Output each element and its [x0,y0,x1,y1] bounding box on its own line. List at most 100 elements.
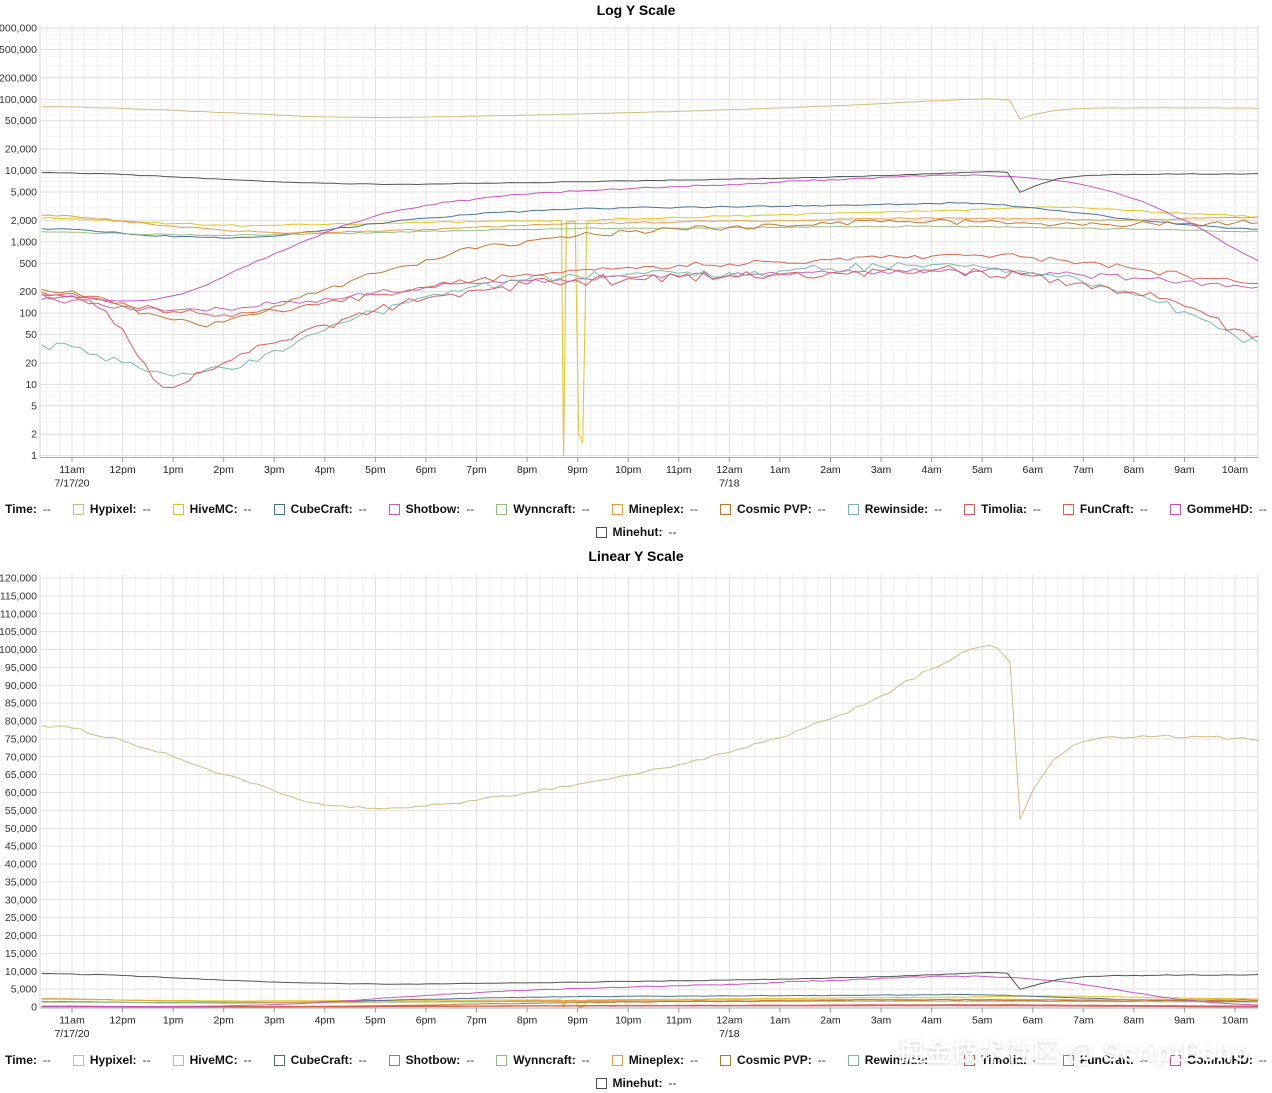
x-tick-label: 9pm [567,1015,588,1027]
legend-checkbox-timolia[interactable] [964,1054,976,1066]
legend-label-shotbow: Shotbow: [405,502,461,516]
legend-checkbox-shotbow[interactable] [388,503,400,515]
y-tick-label: 65,000 [5,769,37,781]
legend-value-wynncraft: -- [581,502,590,516]
y-tick-label: 100 [19,308,37,320]
y-tick-label: 70,000 [5,751,37,763]
legend-label-hivemc: HiveMC: [189,502,238,516]
legend-label-wynncraft: Wynncraft: [513,502,576,516]
legend-time-value: -- [42,1053,51,1067]
legend-checkbox-funcraft[interactable] [1062,1054,1074,1066]
legend-value-timolia: -- [1032,502,1041,516]
x-tick-label: 2am [820,464,841,476]
x-tick-label: 11am [59,1015,85,1027]
legend-label-cosmic-pvp: Cosmic PVP: [737,502,812,516]
legend-checkbox-wynncraft[interactable] [496,1054,508,1066]
series-line-gommehd [41,975,1258,1007]
x-tick-label: 12pm [109,1015,136,1027]
x-tick-label: 3am [871,1015,892,1027]
legend-checkbox-rewinside[interactable] [847,503,859,515]
legend-value-cubecraft: -- [358,1053,367,1067]
legend-time-label: Time: [5,1053,37,1067]
legend-label-timolia: Timolia: [981,1053,1027,1067]
legend-label-mineplex: Mineplex: [628,1053,685,1067]
series-line-hivemc [41,995,1258,1008]
y-tick-label: 500 [19,258,37,270]
legend-item-timolia: Timolia: -- [964,1053,1041,1067]
legend-value-hivemc: -- [243,502,252,516]
x-tick-label: 5am [972,1015,993,1027]
legend-item-funcraft: FunCraft: -- [1062,1053,1148,1067]
legend-checkbox-funcraft[interactable] [1062,503,1074,515]
legend-item-rewinside: Rewinside: -- [847,1053,942,1067]
x-tick-label: 3pm [264,1015,285,1027]
legend-checkbox-cubecraft[interactable] [273,503,285,515]
x-tick-label: 4pm [315,464,336,476]
x-tick-label: 8pm [517,464,538,476]
legend-checkbox-hypixel[interactable] [72,503,84,515]
x-tick-label: 4pm [315,1015,336,1027]
legend-checkbox-cosmic-pvp[interactable] [720,1054,732,1066]
series-line-mineplex [41,998,1258,1003]
legend-item-rewinside: Rewinside: -- [847,502,943,516]
y-tick-label: 10 [25,379,37,391]
legend-checkbox-hivemc[interactable] [172,1054,184,1066]
legend-label-wynncraft: Wynncraft: [513,1053,576,1067]
legend-checkbox-gommehd[interactable] [1169,503,1181,515]
legend-checkbox-timolia[interactable] [964,503,976,515]
legend-item-hivemc: HiveMC: -- [172,502,252,516]
legend-checkbox-shotbow[interactable] [388,1054,400,1066]
series-line-funcraft [41,1004,1258,1008]
legend-item-funcraft: FunCraft: -- [1062,502,1148,516]
legend-value-cubecraft: -- [358,502,367,516]
legend-checkbox-cosmic-pvp[interactable] [720,503,732,515]
x-tick-label: 1am [770,1015,791,1027]
legend-checkbox-minehut[interactable] [595,526,607,538]
legend-value-rewinside: -- [934,502,943,516]
y-tick-label: 5 [31,400,37,412]
x-tick-label: 3pm [264,464,285,476]
log-chart-legend: Time: -- Hypixel: -- HiveMC: -- CubeCraft: -- Sh… [0,501,1272,540]
legend-checkbox-hivemc[interactable] [172,503,184,515]
x-tick-label: 8am [1124,1015,1145,1027]
x-tick-label: 12am [716,464,743,476]
y-tick-label: 500,000 [0,44,37,56]
x-tick-label: 7pm [466,464,487,476]
legend-item-hypixel: Hypixel: -- [72,502,151,516]
x-tick-label: 12am [716,1015,743,1027]
linear-chart-plot[interactable]: 0 5,000 10,000 15,000 20,000 25,000 30,000 35,0… [0,565,1272,1043]
legend-item-hivemc: HiveMC: -- [172,1053,252,1067]
legend-value-shotbow: -- [466,502,475,516]
legend-checkbox-hypixel[interactable] [72,1054,84,1066]
x-tick-label: 6pm [416,1015,437,1027]
x-date-label: 7/17/20 [54,1028,89,1040]
x-date-label: 7/18 [719,1028,740,1040]
legend-label-rewinside: Rewinside: [864,1053,929,1067]
legend-checkbox-wynncraft[interactable] [496,503,508,515]
legend-checkbox-rewinside[interactable] [847,1054,859,1066]
legend-checkbox-gommehd[interactable] [1169,1054,1181,1066]
legend-value-mineplex: -- [690,1053,699,1067]
linear-chart-title: Linear Y Scale [588,548,684,564]
legend-label-funcraft: FunCraft: [1079,502,1134,516]
x-tick-label: 7am [1073,1015,1094,1027]
legend-label-gommehd: GommeHD: [1186,1053,1253,1067]
y-tick-label: 40,000 [5,859,37,871]
y-tick-label: 45,000 [5,841,37,853]
legend-value-gommehd: -- [1258,1053,1267,1067]
log-chart-plot[interactable]: 1 2 5 10 20 50 100 200 500 1,000 2,000 5,000 10,000 2… [0,20,1272,492]
linear-chart-legend: Time: -- Hypixel: -- HiveMC: -- CubeCraft: -- Sh… [0,1052,1272,1091]
legend-value-wynncraft: -- [581,1053,590,1067]
y-tick-label: 2,000 [11,215,37,227]
y-tick-label: 200 [19,286,37,298]
x-tick-label: 10am [1222,1015,1249,1027]
legend-value-hypixel: -- [142,502,151,516]
legend-checkbox-mineplex[interactable] [611,503,623,515]
legend-checkbox-cubecraft[interactable] [273,1054,285,1066]
x-tick-label: 11pm [666,464,692,476]
x-tick-label: 11am [59,464,85,476]
x-tick-label: 8am [1124,464,1145,476]
legend-checkbox-mineplex[interactable] [611,1054,623,1066]
x-tick-label: 11pm [666,1015,692,1027]
legend-checkbox-minehut[interactable] [595,1077,607,1089]
